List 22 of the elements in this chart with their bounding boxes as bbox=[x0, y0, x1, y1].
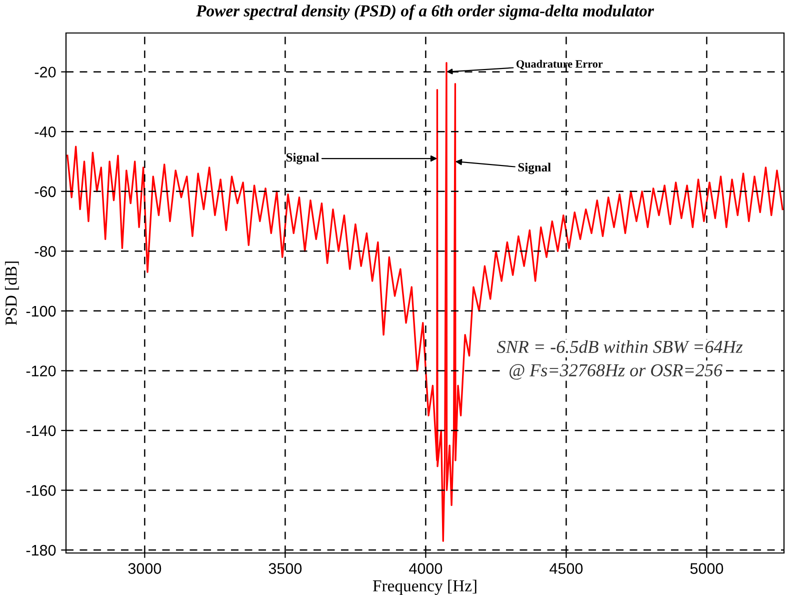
y-tick-label: -140 bbox=[26, 425, 56, 436]
x-tick-label: 3500 bbox=[268, 563, 302, 574]
y-tick-label: -80 bbox=[34, 246, 56, 257]
chart-title: Power spectral density (PSD) of a 6th order sigma-delta modulator bbox=[196, 4, 654, 20]
annotation: Signal bbox=[286, 152, 319, 164]
annotation: Quadrature Error bbox=[516, 60, 603, 70]
y-tick-label: -180 bbox=[26, 544, 56, 556]
x-axis-title: Frequency [Hz] bbox=[372, 580, 476, 595]
y-tick-label: -60 bbox=[34, 186, 56, 198]
annotation: @ Fs=32768Hz or OSR=256 bbox=[510, 364, 722, 380]
annotation: SNR = -6.5dB within SBW =64Hz bbox=[497, 340, 743, 354]
y-tick-label: -120 bbox=[26, 366, 56, 376]
y-tick-label: -160 bbox=[26, 485, 56, 496]
x-tick-label: 3000 bbox=[128, 563, 162, 574]
x-tick-label: 4000 bbox=[409, 563, 442, 574]
x-tick-label: 4500 bbox=[550, 563, 583, 574]
annotation: Signal bbox=[518, 162, 551, 174]
y-tick-label: -20 bbox=[34, 66, 56, 78]
y-axis-title: PSD [dB] bbox=[5, 262, 19, 326]
y-tick-label: -40 bbox=[34, 126, 56, 138]
y-tick-label: -100 bbox=[26, 306, 56, 317]
x-tick-label: 5000 bbox=[690, 563, 724, 574]
